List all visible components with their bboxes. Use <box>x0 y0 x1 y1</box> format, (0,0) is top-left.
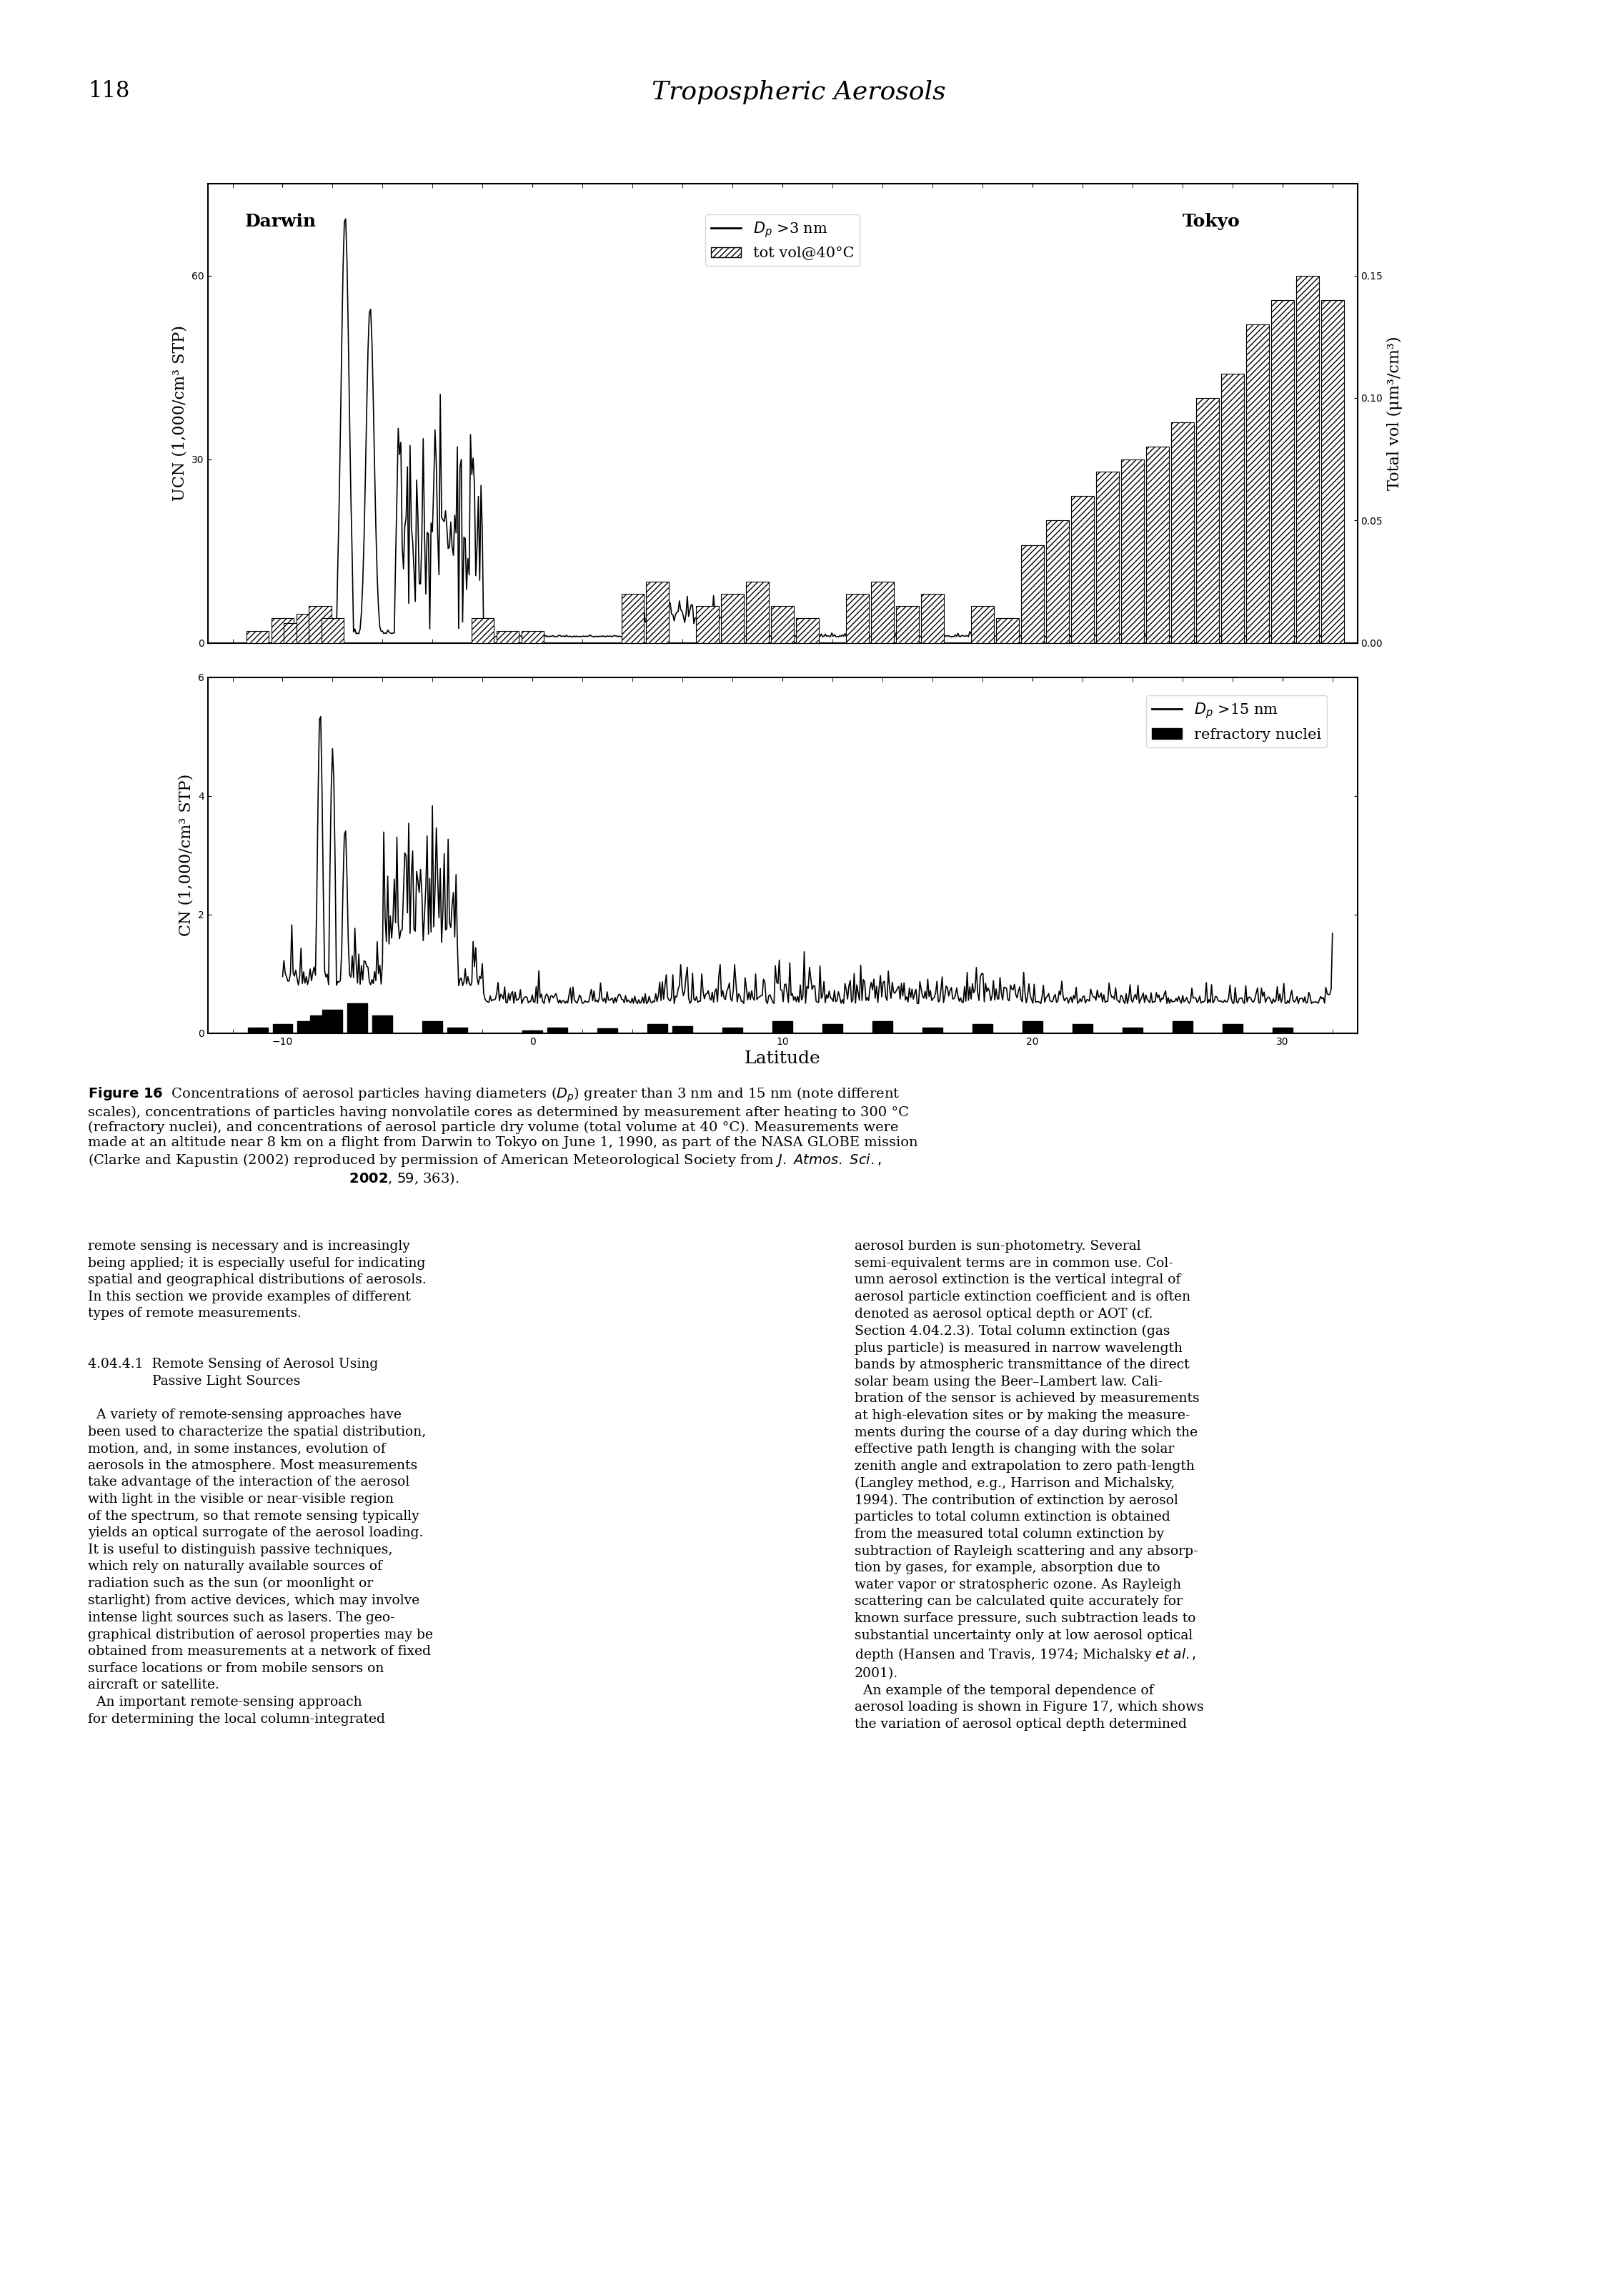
Bar <box>423 1022 442 1033</box>
Bar <box>1271 301 1294 643</box>
Bar <box>621 595 644 643</box>
Bar <box>896 606 918 643</box>
Bar <box>1123 1026 1142 1033</box>
Bar <box>1222 1024 1242 1033</box>
Bar <box>246 631 268 643</box>
Bar <box>672 1026 693 1033</box>
Bar <box>973 1024 992 1033</box>
Bar <box>248 1026 268 1033</box>
Legend: $D_p$ >15 nm, refractory nuclei: $D_p$ >15 nm, refractory nuclei <box>1147 696 1327 748</box>
Bar <box>1171 422 1193 643</box>
Bar <box>1196 397 1219 643</box>
Bar <box>1096 471 1119 643</box>
Text: Tropospheric Aerosols: Tropospheric Aerosols <box>652 80 945 106</box>
Bar <box>647 1024 668 1033</box>
Bar <box>997 618 1019 643</box>
Bar <box>1321 301 1343 643</box>
Bar <box>1246 324 1268 643</box>
Bar <box>1273 1026 1292 1033</box>
Bar <box>284 622 307 643</box>
Bar <box>471 618 493 643</box>
Bar <box>1172 1022 1193 1033</box>
Bar <box>372 1015 393 1033</box>
Legend: $D_p$ >3 nm, tot vol@40°C: $D_p$ >3 nm, tot vol@40°C <box>706 214 859 266</box>
Bar <box>521 631 545 643</box>
Bar <box>447 1026 468 1033</box>
Bar <box>310 1015 331 1033</box>
Bar <box>271 618 294 643</box>
Bar <box>321 618 343 643</box>
Bar <box>597 1029 618 1033</box>
Bar <box>323 1010 343 1033</box>
Y-axis label: CN (1,000/cm³ STP): CN (1,000/cm³ STP) <box>179 774 193 937</box>
Bar <box>923 1026 942 1033</box>
Bar <box>797 618 819 643</box>
Bar <box>1222 374 1244 643</box>
Bar <box>1020 544 1044 643</box>
Bar <box>297 1022 318 1033</box>
X-axis label: Latitude: Latitude <box>744 1052 821 1068</box>
Bar <box>1121 459 1143 643</box>
Bar <box>548 1026 567 1033</box>
Y-axis label: Total vol (μm³/cm³): Total vol (μm³/cm³) <box>1386 335 1402 491</box>
Bar <box>872 1022 893 1033</box>
Y-axis label: UCN (1,000/cm³ STP): UCN (1,000/cm³ STP) <box>172 326 187 501</box>
Bar <box>722 1026 743 1033</box>
Bar <box>822 1024 843 1033</box>
Bar <box>273 1024 292 1033</box>
Text: remote sensing is necessary and is increasingly
being applied; it is especially : remote sensing is necessary and is incre… <box>88 1240 433 1724</box>
Text: Tokyo: Tokyo <box>1182 214 1241 230</box>
Bar <box>1046 521 1068 643</box>
Bar <box>872 581 894 643</box>
Bar <box>773 1022 792 1033</box>
Bar <box>308 606 331 643</box>
Text: aerosol burden is sun-photometry. Several
semi-equivalent terms are in common us: aerosol burden is sun-photometry. Severa… <box>854 1240 1204 1731</box>
Bar <box>297 613 319 643</box>
Text: Darwin: Darwin <box>244 214 316 230</box>
Bar <box>971 606 993 643</box>
Bar <box>1147 448 1169 643</box>
Bar <box>921 595 944 643</box>
Bar <box>647 581 669 643</box>
Text: $\bf{Figure\ 16}$  Concentrations of aerosol particles having diameters ($D_p$) : $\bf{Figure\ 16}$ Concentrations of aero… <box>88 1086 918 1187</box>
Bar <box>722 595 744 643</box>
Text: 118: 118 <box>88 80 129 103</box>
Bar <box>746 581 768 643</box>
Bar <box>771 606 794 643</box>
Bar <box>1073 1024 1092 1033</box>
Bar <box>522 1031 543 1033</box>
Bar <box>348 1003 367 1033</box>
Bar <box>846 595 869 643</box>
Bar <box>1297 276 1319 643</box>
Bar <box>696 606 719 643</box>
Bar <box>1072 496 1094 643</box>
Bar <box>497 631 519 643</box>
Bar <box>1022 1022 1043 1033</box>
